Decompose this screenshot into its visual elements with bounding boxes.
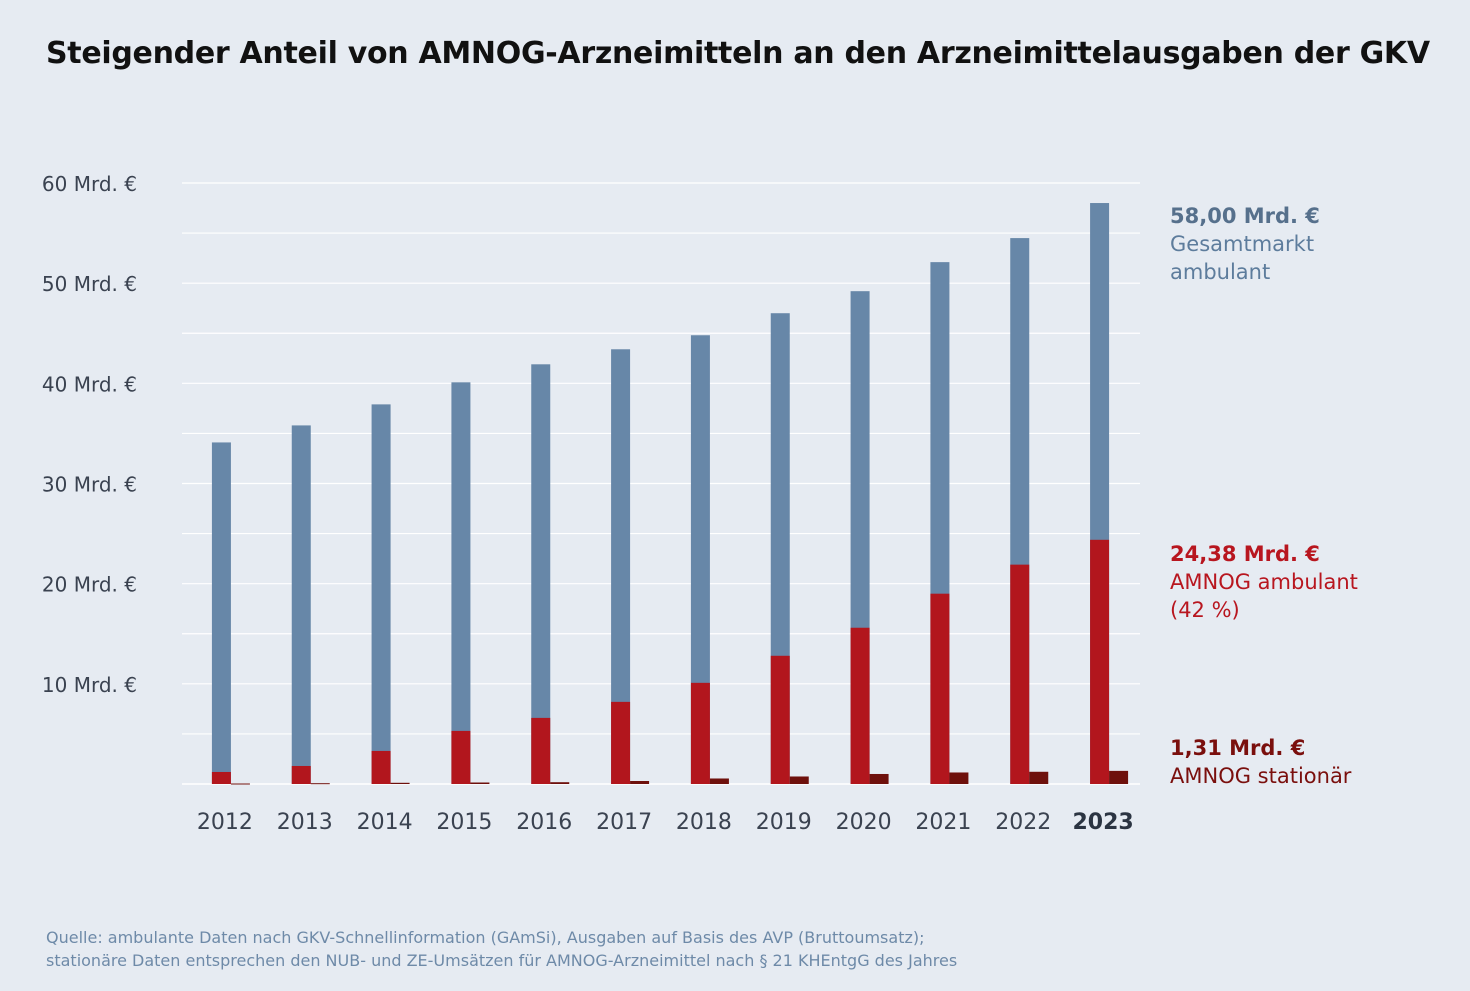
annotation-amnog-ambulant: 24,38 Mrd. € AMNOG ambulant (42 %) xyxy=(1170,540,1358,624)
chart-title: Steigender Anteil von AMNOG-Arzneimittel… xyxy=(46,36,1430,71)
x-tick-label: 2023 xyxy=(1072,810,1133,835)
bar-amnog-ambulant xyxy=(291,765,311,784)
bar-amnog-stationaer xyxy=(230,783,250,785)
y-axis-ticks: 10 Mrd. € 20 Mrd. € 30 Mrd. € 40 Mrd. € 50 M… xyxy=(42,172,137,697)
x-tick-label: 2014 xyxy=(357,810,413,835)
bar-amnog-stationaer xyxy=(709,778,729,784)
bar-amnog-stationaer xyxy=(470,782,490,784)
bar-amnog-stationaer xyxy=(789,776,809,784)
grid-lines xyxy=(182,182,1140,785)
bar-amnog-stationaer xyxy=(310,783,330,785)
x-tick-label: 2018 xyxy=(676,810,732,835)
x-tick-label: 2021 xyxy=(915,810,971,835)
bar-gesamtmarkt xyxy=(371,404,391,784)
bar-gesamtmarkt xyxy=(291,425,311,784)
y-tick-label: 10 Mrd. € xyxy=(42,673,137,697)
y-tick-label: 30 Mrd. € xyxy=(42,473,137,497)
annotation-gesamtmarkt-label-2: ambulant xyxy=(1170,260,1271,284)
x-tick-label: 2016 xyxy=(516,810,572,835)
annotation-amnog-stationaer-value: 1,31 Mrd. € xyxy=(1170,736,1306,760)
bar-amnog-ambulant xyxy=(1090,539,1110,784)
bar-amnog-ambulant xyxy=(371,750,391,784)
x-tick-label: 2012 xyxy=(197,810,253,835)
bar-amnog-stationaer xyxy=(550,782,570,784)
bars xyxy=(211,203,1129,785)
bar-amnog-stationaer xyxy=(630,780,650,784)
annotation-amnog-stationaer: 1,31 Mrd. € AMNOG stationär xyxy=(1170,734,1351,790)
bar-amnog-ambulant xyxy=(930,593,950,784)
annotation-amnog-ambulant-label-2: (42 %) xyxy=(1170,598,1240,622)
bar-amnog-stationaer xyxy=(1109,770,1129,784)
bar-amnog-ambulant xyxy=(211,771,231,784)
annotation-amnog-ambulant-label-1: AMNOG ambulant xyxy=(1170,570,1358,594)
annotation-amnog-ambulant-value: 24,38 Mrd. € xyxy=(1170,542,1320,566)
x-tick-label: 2022 xyxy=(995,810,1051,835)
bar-amnog-ambulant xyxy=(1010,564,1030,784)
bar-amnog-stationaer xyxy=(869,773,889,784)
x-axis-ticks: 2012 2013 2014 2015 2016 2017 2018 2019 2020 2021… xyxy=(197,810,1134,835)
bar-amnog-ambulant xyxy=(611,701,631,784)
annotation-amnog-stationaer-label: AMNOG stationär xyxy=(1170,764,1352,788)
y-tick-label: 20 Mrd. € xyxy=(42,573,137,597)
x-tick-label: 2017 xyxy=(596,810,652,835)
bar-amnog-ambulant xyxy=(451,730,471,784)
x-tick-label: 2013 xyxy=(277,810,333,835)
annotation-gesamtmarkt-label-1: Gesamtmarkt xyxy=(1170,232,1315,256)
bar-amnog-stationaer xyxy=(1029,771,1049,784)
bar-amnog-ambulant xyxy=(531,717,551,784)
bar-gesamtmarkt xyxy=(531,364,551,784)
source-line-1: Quelle: ambulante Daten nach GKV-Schnell… xyxy=(46,928,925,947)
bar-gesamtmarkt xyxy=(690,335,710,784)
source-line-2: stationäre Daten entsprechen den NUB- un… xyxy=(46,951,958,970)
x-tick-label: 2020 xyxy=(836,810,892,835)
annotation-gesamtmarkt-value: 58,00 Mrd. € xyxy=(1170,204,1320,228)
bar-gesamtmarkt xyxy=(211,442,231,784)
bar-amnog-ambulant xyxy=(690,682,710,784)
y-tick-label: 40 Mrd. € xyxy=(42,372,137,396)
bar-amnog-stationaer xyxy=(390,782,410,784)
annotation-gesamtmarkt: 58,00 Mrd. € Gesamtmarkt ambulant xyxy=(1170,202,1320,286)
y-tick-label: 60 Mrd. € xyxy=(42,172,137,196)
bar-amnog-stationaer xyxy=(949,772,969,784)
bar-gesamtmarkt xyxy=(611,349,631,784)
x-tick-label: 2015 xyxy=(436,810,492,835)
bar-amnog-ambulant xyxy=(850,627,870,784)
x-tick-label: 2019 xyxy=(756,810,812,835)
bar-gesamtmarkt xyxy=(451,382,471,784)
source-note: Quelle: ambulante Daten nach GKV-Schnell… xyxy=(46,926,957,972)
y-tick-label: 50 Mrd. € xyxy=(42,272,137,296)
bar-amnog-ambulant xyxy=(770,655,790,784)
